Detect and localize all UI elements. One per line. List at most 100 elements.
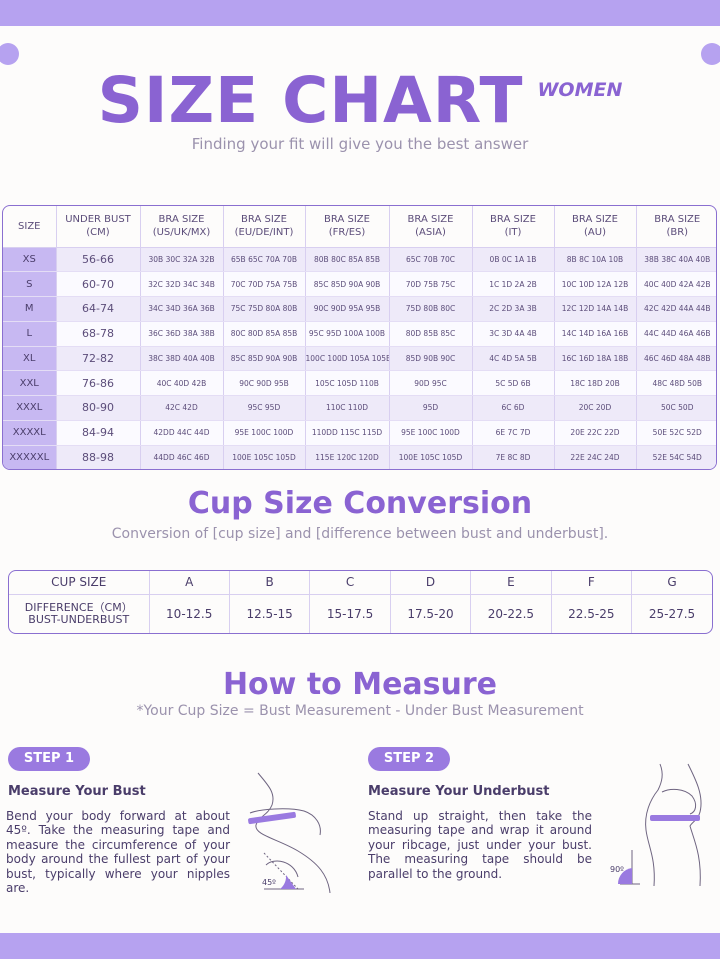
cup-letter-cell: E	[470, 571, 552, 595]
difference-value-cell: 25-27.5	[648, 606, 696, 621]
bra-size-cell: 100E 105C 105D	[389, 445, 473, 469]
size-table-header-cell: BRA SIZE (BR)	[636, 206, 716, 248]
bra-size-cell: 52E 54C 54D	[636, 445, 716, 469]
bra-size-cell: 95E 100C 100D	[223, 420, 306, 446]
bra-size-cell: 30B 30C 32A 32B	[140, 247, 224, 273]
bra-size-cell: 6E 7C 7D	[472, 420, 555, 446]
size-table-header-cell: SIZE	[3, 206, 57, 248]
size-table-header-cell: BRA SIZE (AU)	[554, 206, 637, 248]
bra-size-cell: 95C 95D	[223, 395, 306, 421]
bra-size-cell: 38B 38C 40A 40B	[636, 247, 716, 273]
bra-size-cell: 1C 1D 2A 2B	[472, 271, 555, 297]
header-subline: (EU/DE/INT)	[234, 227, 294, 239]
step2-text: Stand up straight, then take the measuri…	[368, 809, 592, 881]
underbust-cell: 64-74	[56, 296, 141, 322]
bra-size-cell: 34C 34D 36A 36B	[140, 296, 224, 322]
cup-letter-cell: G	[631, 571, 712, 595]
top-band	[0, 0, 720, 26]
bra-size-cell: 20E 22C 22D	[554, 420, 637, 446]
bra-size-cell: 10C 10D 12A 12B	[554, 271, 637, 297]
bra-size-cell: 80B 80C 85A 85B	[305, 247, 390, 273]
difference-value-cell: 20-22.5	[470, 594, 552, 633]
underbust-cell: 84-94	[56, 420, 141, 446]
bra-size-cell: 38C 38D 40A 40B	[140, 346, 224, 372]
header-subline: (BR)	[666, 227, 689, 239]
underbust-cell: 72-82	[56, 346, 141, 372]
difference-value-cell: 12.5-15	[229, 594, 311, 633]
underbust-cell: 60-70	[56, 271, 141, 297]
bra-size-cell: 48C 48D 50B	[636, 370, 716, 396]
size-label-cell: XXXXXL	[3, 445, 57, 469]
table-row: S 60-70 32C 32D 34C 34B 70C 70D 75A 75B 85C …	[3, 271, 716, 297]
bra-size-cell: 90C 90D 95B	[223, 370, 306, 396]
header-line: BRA SIZE	[490, 214, 536, 226]
size-label-cell: XXL	[3, 370, 57, 396]
bra-size-cell: 100C 100D 105A 105B	[305, 346, 390, 372]
table-row: XS 56-66 30B 30C 32A 32B 65B 65C 70A 70B 80B…	[3, 247, 716, 273]
size-label-cell: XL	[3, 346, 57, 372]
header-line: SIZE	[18, 220, 41, 232]
header-subline: (CM)	[86, 227, 110, 239]
step1-pill: STEP 1	[8, 747, 90, 771]
measure-section-title: How to Measure	[222, 667, 498, 702]
cup-letter-cell: B	[229, 571, 311, 595]
header-line: BRA SIZE	[241, 214, 287, 226]
step2-heading: Measure Your Underbust	[368, 784, 550, 799]
bra-size-cell: 75D 80B 80C	[389, 296, 473, 322]
bra-size-cell: 85C 85D 90A 90B	[223, 346, 306, 372]
cup-size-label: CUP SIZE	[9, 571, 150, 595]
bust-angle-label: 45º	[262, 878, 276, 887]
size-chart-table: SIZE UNDER BUST (CM) BRA SIZE (US/UK/MX) BRA …	[2, 205, 717, 470]
bra-size-cell: 44C 44D 46A 46B	[636, 321, 716, 347]
bottom-band	[0, 933, 720, 959]
bra-size-cell: 80D 85B 85C	[389, 321, 473, 347]
bra-size-cell: 50C 50D	[636, 395, 716, 421]
cup-letter-cell: C	[309, 571, 391, 595]
bra-size-cell: 95D	[389, 395, 473, 421]
bra-size-cell: 100E 105C 105D	[223, 445, 306, 469]
size-table-body: XS 56-66 30B 30C 32A 32B 65B 65C 70A 70B 80B…	[3, 247, 716, 469]
table-row: XXL 76-86 40C 40D 42B 90C 90D 95B 105C 105D …	[3, 370, 716, 396]
bra-size-cell: 85C 85D 90A 90B	[305, 271, 390, 297]
bra-size-cell: 40C 40D 42A 42B	[636, 271, 716, 297]
bra-size-cell: 7E 8C 8D	[472, 445, 555, 469]
size-label-cell: M	[3, 296, 57, 322]
title-block: SIZE CHART WOMEN	[0, 64, 720, 137]
size-table-header-cell: UNDER BUST (CM)	[56, 206, 141, 248]
bra-size-cell: 95E 100C 100D	[389, 420, 473, 446]
bra-size-cell: 80C 80D 85A 85B	[223, 321, 306, 347]
size-label-cell: XXXL	[3, 395, 57, 421]
bra-size-cell: 2C 2D 3A 3B	[472, 296, 555, 322]
bra-size-cell: 115E 120C 120D	[305, 445, 390, 469]
title-tag: WOMEN	[537, 79, 623, 101]
bra-size-cell: 70D 75B 75C	[389, 271, 473, 297]
bra-size-cell: 5C 5D 6B	[472, 370, 555, 396]
header-line: BRA SIZE	[324, 214, 370, 226]
bra-size-cell: 105C 105D 110B	[305, 370, 390, 396]
bra-size-cell: 46C 46D 48A 48B	[636, 346, 716, 372]
bra-size-cell: 85D 90B 90C	[389, 346, 473, 372]
bra-size-cell: 110DD 115C 115D	[305, 420, 390, 446]
right-dot-decoration	[701, 43, 720, 65]
page-title: SIZE CHART	[97, 64, 524, 137]
bra-size-cell: 44DD 46C 46D	[140, 445, 224, 469]
underbust-cell: 76-86	[56, 370, 141, 396]
table-row: XXXXXL 88-98 44DD 46C 46D 100E 105C 105D 115…	[3, 445, 716, 469]
bra-size-cell: 6C 6D	[472, 395, 555, 421]
underbust-cell: 80-90	[56, 395, 141, 421]
bra-size-cell: 3C 3D 4A 4B	[472, 321, 555, 347]
underbust-cell: 56-66	[56, 247, 141, 273]
bra-size-cell: 50E 52C 52D	[636, 420, 716, 446]
table-row: XL 72-82 38C 38D 40A 40B 85C 85D 90A 90B 100…	[3, 346, 716, 372]
difference-label: DIFFERENCE（CM） BUST-UNDERBUST	[9, 594, 150, 633]
step2-pill: STEP 2	[368, 747, 450, 771]
bra-size-cell: 70C 70D 75A 75B	[223, 271, 306, 297]
bra-size-cell: 4C 4D 5A 5B	[472, 346, 555, 372]
cup-letter-cell: A	[149, 571, 230, 595]
bra-size-cell: 95C 95D 100A 100B	[305, 321, 390, 347]
bra-size-cell: 65B 65C 70A 70B	[223, 247, 306, 273]
size-table-header-cell: BRA SIZE (ASIA)	[389, 206, 473, 248]
cup-letter-cell: D	[390, 571, 472, 595]
